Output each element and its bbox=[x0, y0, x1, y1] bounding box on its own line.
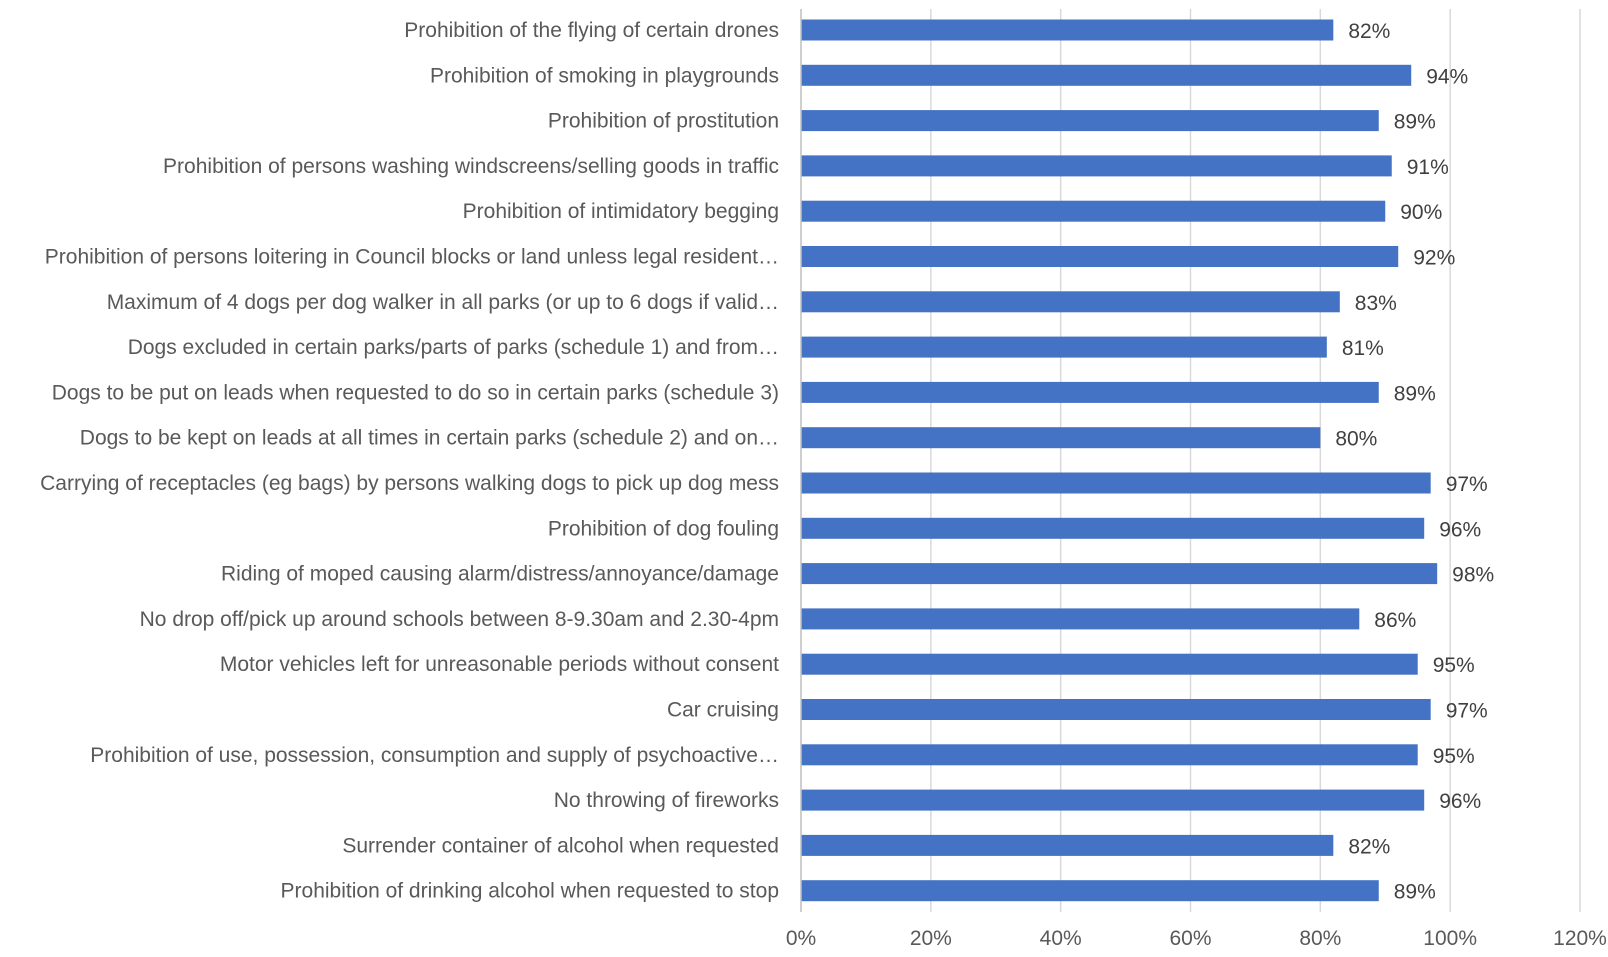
value-label: 89% bbox=[1394, 881, 1436, 904]
category-label: Motor vehicles left for unreasonable per… bbox=[220, 653, 779, 676]
value-label: 91% bbox=[1407, 156, 1449, 179]
bar bbox=[801, 291, 1340, 313]
category-label: No drop off/pick up around schools betwe… bbox=[140, 608, 779, 631]
value-label: 89% bbox=[1394, 382, 1436, 405]
category-label: Prohibition of smoking in playgrounds bbox=[430, 64, 779, 87]
bar bbox=[801, 381, 1379, 403]
bar bbox=[801, 427, 1321, 449]
value-label: 95% bbox=[1433, 654, 1475, 677]
category-label: Dogs excluded in certain parks/parts of … bbox=[128, 336, 779, 359]
bar bbox=[801, 110, 1379, 132]
value-label: 94% bbox=[1426, 65, 1468, 88]
value-label: 82% bbox=[1348, 835, 1390, 858]
category-label: No throwing of fireworks bbox=[554, 789, 779, 812]
bar bbox=[801, 744, 1418, 766]
value-label: 90% bbox=[1400, 201, 1442, 224]
category-label: Riding of moped causing alarm/distress/a… bbox=[221, 563, 779, 586]
bars bbox=[801, 19, 1438, 902]
bar bbox=[801, 699, 1431, 720]
category-label: Maximum of 4 dogs per dog walker in all … bbox=[107, 291, 779, 314]
bar bbox=[801, 608, 1360, 630]
category-label: Prohibition of intimidatory begging bbox=[463, 200, 779, 223]
bar bbox=[801, 834, 1334, 856]
category-label: Prohibition of drinking alcohol when req… bbox=[281, 880, 779, 903]
bar bbox=[801, 789, 1425, 811]
category-label: Prohibition of dog fouling bbox=[548, 517, 779, 540]
gridlines bbox=[930, 9, 1581, 912]
category-label: Prohibition of the flying of certain dro… bbox=[404, 19, 779, 42]
x-tick-label: 40% bbox=[1040, 927, 1082, 950]
bar bbox=[801, 64, 1412, 86]
bar bbox=[801, 880, 1379, 902]
category-label: Prohibition of persons washing windscree… bbox=[163, 155, 779, 178]
category-label: Prohibition of persons loitering in Coun… bbox=[45, 246, 779, 269]
bar bbox=[801, 246, 1399, 267]
x-tick-label: 120% bbox=[1553, 927, 1607, 950]
value-label: 98% bbox=[1452, 564, 1494, 587]
bar bbox=[801, 155, 1392, 177]
value-label: 97% bbox=[1446, 473, 1488, 496]
value-label: 80% bbox=[1335, 428, 1377, 451]
category-label: Car cruising bbox=[667, 699, 779, 722]
value-label: 97% bbox=[1446, 700, 1488, 723]
bar bbox=[801, 517, 1425, 539]
category-label: Prohibition of prostitution bbox=[548, 110, 779, 133]
category-label: Prohibition of use, possession, consumpt… bbox=[90, 744, 779, 767]
x-tick-label: 100% bbox=[1423, 927, 1477, 950]
value-label: 89% bbox=[1394, 111, 1436, 134]
value-labels: 82% 94% 89% 91% 90% 92% 83% 81% 89% 80% 97% 96% 98% 8… bbox=[1335, 20, 1494, 904]
x-tick-label: 60% bbox=[1169, 927, 1211, 950]
value-label: 81% bbox=[1342, 337, 1384, 360]
value-label: 83% bbox=[1355, 292, 1397, 315]
category-labels: Prohibition of the flying of certain dro… bbox=[40, 19, 779, 903]
value-label: 96% bbox=[1439, 790, 1481, 813]
bar bbox=[801, 200, 1386, 222]
bar bbox=[801, 19, 1334, 41]
bar bbox=[801, 472, 1431, 494]
value-label: 82% bbox=[1348, 20, 1390, 43]
x-tick-label: 80% bbox=[1299, 927, 1341, 950]
x-axis-ticks: 0% 20% 40% 60% 80% 100% 120% bbox=[786, 927, 1607, 950]
category-label: Dogs to be put on leads when requested t… bbox=[52, 381, 779, 404]
x-tick-label: 0% bbox=[786, 927, 816, 950]
category-label: Dogs to be kept on leads at all times in… bbox=[80, 427, 779, 450]
x-tick-label: 20% bbox=[910, 927, 952, 950]
value-label: 86% bbox=[1374, 609, 1416, 632]
bar bbox=[801, 563, 1438, 585]
value-label: 96% bbox=[1439, 518, 1481, 541]
category-label: Carrying of receptacles (eg bags) by per… bbox=[40, 472, 779, 495]
category-label: Surrender container of alcohol when requ… bbox=[342, 834, 779, 857]
bar bbox=[801, 336, 1327, 358]
bar bbox=[801, 653, 1418, 675]
value-label: 92% bbox=[1413, 247, 1455, 270]
value-label: 95% bbox=[1433, 745, 1475, 768]
